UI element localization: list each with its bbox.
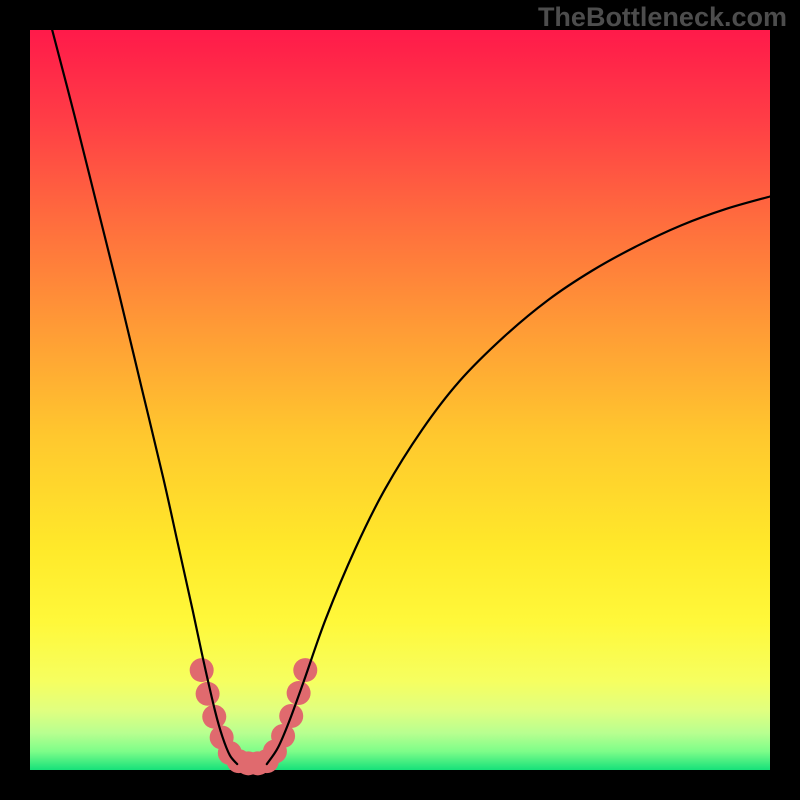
- watermark-text: TheBottleneck.com: [538, 2, 787, 33]
- plot-area: [30, 30, 770, 770]
- figure-root: TheBottleneck.com: [0, 0, 800, 800]
